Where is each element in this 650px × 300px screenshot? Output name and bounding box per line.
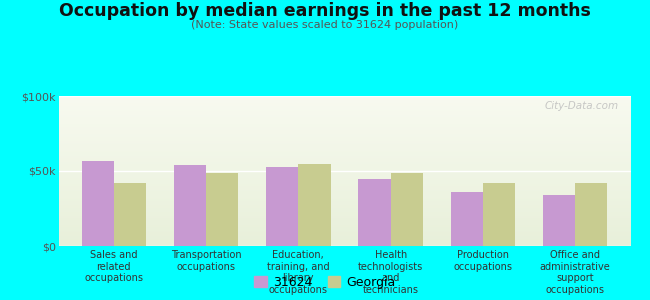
Bar	[450, 192, 483, 246]
Bar	[391, 172, 423, 246]
Bar	[483, 183, 515, 246]
Bar	[266, 167, 298, 246]
Bar	[114, 183, 146, 246]
Bar	[174, 165, 206, 246]
Bar	[543, 195, 575, 246]
Bar	[81, 160, 114, 246]
Legend: 31624, Georgia: 31624, Georgia	[250, 271, 400, 294]
Bar	[358, 178, 391, 246]
Text: (Note: State values scaled to 31624 population): (Note: State values scaled to 31624 popu…	[191, 20, 459, 29]
Bar	[575, 183, 608, 246]
Text: Occupation by median earnings in the past 12 months: Occupation by median earnings in the pas…	[59, 2, 591, 20]
Bar	[298, 164, 331, 246]
Bar	[206, 172, 239, 246]
Text: City-Data.com: City-Data.com	[545, 100, 619, 110]
